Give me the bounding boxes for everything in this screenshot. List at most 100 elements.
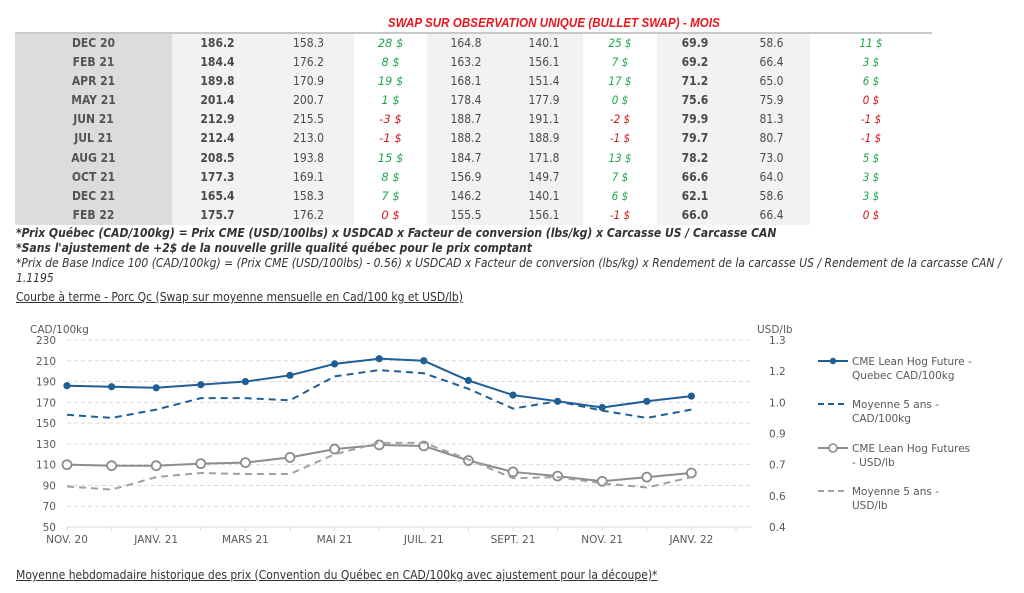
legend-label: CAD/100kg [852, 413, 911, 425]
diff-cell: -1 $ [583, 205, 657, 225]
value-cell: 156.9 [427, 167, 505, 187]
value-cell: 188.7 [427, 110, 505, 130]
diff-cell: -1 $ [583, 129, 657, 149]
month-cell: FEB 21 [15, 53, 172, 73]
data-point [241, 377, 249, 386]
value-cell: 215.5 [263, 110, 354, 130]
value-cell: 170.9 [263, 72, 354, 92]
value-cell: 188.2 [427, 129, 505, 149]
table-row: MAY 21 201.4 200.7 1 $178.4 177.9 0 $75.6 75.9… [15, 91, 932, 111]
swap-table: DEC 20 186.2 158.3 28 $164.8 140.1 25 $69.9 58… [15, 32, 932, 225]
diff-cell: 8 $ [354, 167, 427, 187]
weekly-section-link[interactable]: Moyenne hebdomadaire historique des prix… [16, 568, 658, 582]
diff-cell: 28 $ [354, 34, 427, 54]
value-cell: 73.0 [733, 148, 810, 168]
value-cell: 186.2 [172, 34, 263, 54]
data-point [464, 376, 472, 385]
legend-marker [828, 443, 838, 453]
diff-cell: 19 $ [354, 72, 427, 92]
x-tick-label: MARS 21 [222, 534, 269, 546]
value-cell: 140.1 [505, 34, 583, 54]
x-tick-label: JUIL. 21 [403, 534, 444, 546]
y2-tick-label: 1.2 [769, 366, 786, 378]
legend-label: Moyenne 5 ans - [852, 486, 939, 498]
data-point [552, 470, 563, 482]
value-cell: 213.0 [263, 129, 354, 149]
table-row: DEC 20 186.2 158.3 28 $164.8 140.1 25 $69.9 58… [15, 34, 932, 54]
data-point [373, 439, 385, 451]
value-cell: 81.3 [733, 110, 810, 130]
forward-curve-chart: CAD/100kg USD/lb 230 210 190 170 150 130 110 90 70… [30, 324, 972, 546]
data-point [687, 392, 696, 400]
y-tick-label: 110 [36, 460, 56, 472]
value-cell: 163.2 [427, 53, 505, 73]
value-cell: 208.5 [172, 148, 263, 168]
value-cell: 75.9 [733, 91, 810, 111]
diff-cell: 5 $ [810, 148, 932, 168]
table-title: SWAP SUR OBSERVATION UNIQUE (BULLET SWAP… [387, 16, 720, 30]
diff-cell: 6 $ [810, 72, 932, 92]
value-cell: 155.5 [427, 205, 505, 225]
value-cell: 58.6 [733, 34, 810, 54]
table-row: JUL 21 212.4 213.0 -1 $188.2 188.9 -1 $79.7 80… [15, 129, 932, 149]
value-cell: 175.7 [172, 205, 263, 225]
value-cell: 58.6 [733, 186, 810, 206]
data-point [284, 451, 296, 463]
value-cell: 66.6 [657, 167, 733, 187]
data-point [420, 357, 428, 365]
diff-cell: 0 $ [354, 205, 427, 225]
month-cell: JUL 21 [15, 129, 172, 149]
y-tick-label: 90 [43, 480, 56, 492]
data-point [61, 459, 73, 471]
value-cell: 193.8 [263, 148, 354, 168]
diff-cell: 0 $ [810, 205, 932, 225]
table-row: AUG 21 208.5 193.8 15 $184.7 171.8 13 $78.2 73… [15, 148, 932, 168]
value-cell: 171.8 [505, 148, 583, 168]
x-tick-label: MAI 21 [317, 534, 353, 546]
table-row: DEC 21 165.4 158.3 7 $146.2 140.1 6 $62.1 58.6… [15, 186, 932, 206]
data-point [152, 384, 160, 392]
month-cell: OCT 21 [15, 167, 172, 187]
y-tick-label: 70 [43, 501, 56, 513]
value-cell: 178.4 [427, 91, 505, 111]
y2-tick-label: 0.7 [769, 460, 786, 472]
diff-cell: 0 $ [810, 91, 932, 111]
data-point [641, 471, 653, 483]
value-cell: 177.3 [172, 167, 263, 187]
x-tick-label: NOV. 20 [46, 534, 88, 546]
diff-cell: 25 $ [583, 34, 657, 54]
value-cell: 176.2 [263, 53, 354, 73]
diff-cell: 15 $ [354, 148, 427, 168]
value-cell: 188.9 [505, 129, 583, 149]
legend-label: USD/lb [852, 500, 888, 512]
table-row: OCT 21 177.3 169.1 8 $156.9 149.7 7 $66.6 64.0… [15, 167, 932, 187]
value-cell: 177.9 [505, 91, 583, 111]
month-cell: DEC 21 [15, 186, 172, 206]
diff-cell: 11 $ [810, 34, 932, 54]
data-point [329, 443, 341, 455]
data-point [643, 397, 651, 405]
value-cell: 71.2 [657, 72, 733, 92]
data-point [239, 457, 251, 468]
curve-section-link[interactable]: Courbe à terme - Porc Qc (Swap sur moyen… [16, 290, 463, 304]
y-tick-label: 50 [43, 522, 56, 534]
diff-cell: 0 $ [583, 91, 657, 111]
value-cell: 79.9 [657, 110, 733, 130]
legend-label: Moyenne 5 ans - [852, 399, 939, 411]
y-tick-label: 170 [36, 397, 56, 409]
data-point [331, 360, 339, 368]
value-cell: 191.1 [505, 110, 583, 130]
value-cell: 169.1 [263, 167, 354, 187]
series-line-0 [66, 357, 692, 409]
note-prix-quebec: *Prix Québec (CAD/100kg) = Prix CME (USD… [16, 226, 777, 240]
notes: *Prix Québec (CAD/100kg) = Prix CME (USD… [16, 226, 1016, 286]
value-cell: 212.4 [172, 129, 263, 149]
diff-cell: 7 $ [583, 167, 657, 187]
diff-cell: 6 $ [583, 186, 657, 206]
y-tick-label: 130 [36, 439, 56, 451]
y-axis-label: CAD/100kg [30, 324, 89, 336]
legend-marker [829, 357, 837, 365]
table-row: JUN 21 212.9 215.5 -3 $188.7 191.1 -2 $79.9 81… [15, 110, 932, 130]
value-cell: 176.2 [263, 205, 354, 225]
legend-label: - USD/lb [852, 457, 895, 469]
